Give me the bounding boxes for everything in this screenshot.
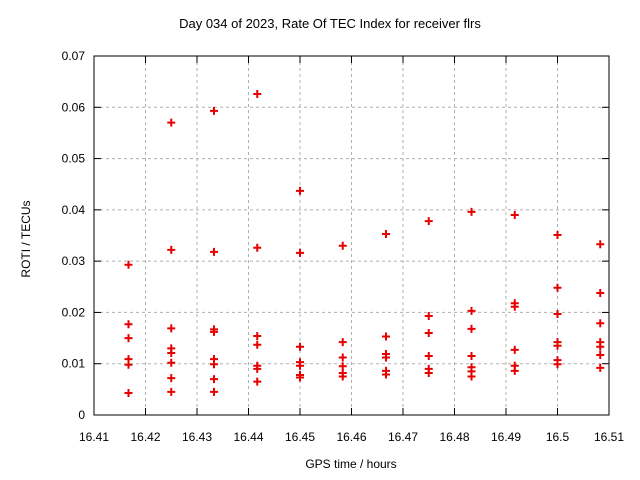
data-point-marker — [209, 327, 218, 336]
data-point-marker — [253, 89, 262, 98]
data-point-marker — [167, 387, 176, 396]
data-point-marker — [296, 361, 304, 370]
data-point-marker — [553, 283, 562, 292]
x-tick-label: 16.44 — [233, 430, 263, 444]
data-point-marker — [209, 387, 218, 396]
data-point-marker — [124, 334, 133, 343]
y-tick-label: 0.06 — [62, 100, 86, 114]
data-point-marker — [253, 243, 262, 252]
chart-title: Day 034 of 2023, Rate Of TEC Index for r… — [179, 16, 481, 31]
data-point-marker — [382, 353, 391, 362]
data-point-marker — [424, 352, 433, 361]
data-point-marker — [167, 374, 176, 383]
x-axis-label: GPS time / hours — [305, 457, 396, 471]
data-point-marker — [167, 358, 176, 367]
data-point-marker — [467, 207, 476, 216]
data-point-marker — [596, 350, 605, 359]
data-point-marker — [209, 375, 218, 384]
x-tick-label: 16.43 — [182, 430, 212, 444]
data-point-marker — [467, 352, 476, 361]
y-tick-label: 0.01 — [62, 357, 86, 371]
data-point-marker — [167, 348, 176, 357]
x-tick-label: 16.41 — [79, 430, 109, 444]
data-point-marker — [253, 364, 262, 373]
data-point-marker — [382, 229, 391, 238]
data-point-marker — [124, 260, 133, 269]
data-point-marker — [253, 332, 262, 341]
plot-area: 16.41 16.42 16.43 16.44 16.45 16.46 16.47 16.48… — [62, 49, 625, 444]
y-tick-label: 0.07 — [62, 49, 86, 63]
data-point-marker — [296, 186, 304, 195]
data-point-marker — [596, 342, 605, 351]
data-point-marker — [296, 373, 304, 382]
x-tick-label: 16.46 — [336, 430, 366, 444]
data-point-marker — [124, 360, 133, 369]
data-point-marker — [338, 353, 347, 362]
data-point-marker — [424, 328, 433, 337]
x-tick-label: 16.42 — [130, 430, 160, 444]
data-point-marker — [553, 360, 562, 369]
y-axis-label: ROTI / TECUs — [19, 200, 33, 277]
data-point-marker — [553, 230, 562, 239]
data-point-marker — [596, 363, 605, 372]
data-point-marker — [296, 248, 304, 257]
data-point-marker — [510, 302, 519, 311]
data-point-marker — [209, 360, 218, 369]
x-tick-label: 16.45 — [285, 430, 315, 444]
data-point-marker — [553, 341, 562, 350]
data-point-marker — [382, 332, 391, 341]
data-point-marker — [467, 372, 476, 381]
data-point-marker — [424, 368, 433, 377]
data-point-marker — [424, 312, 433, 321]
x-tick-label: 16.5 — [546, 430, 570, 444]
data-point-marker — [596, 319, 605, 328]
x-tick-label: 16.48 — [439, 430, 469, 444]
x-tick-label: 16.51 — [594, 430, 624, 444]
data-point-marker — [510, 210, 519, 219]
x-tick-label: 16.49 — [491, 430, 521, 444]
y-tick-label: 0.03 — [62, 254, 86, 268]
data-point-marker — [596, 288, 605, 297]
data-point-marker — [167, 118, 176, 127]
data-point-marker — [124, 320, 133, 329]
data-point-marker — [424, 217, 433, 226]
y-tick-label: 0.04 — [62, 203, 86, 217]
data-point-marker — [338, 338, 347, 347]
data-point-marker — [338, 372, 347, 381]
data-point-marker — [209, 247, 218, 256]
y-tick-label: 0 — [78, 408, 85, 422]
data-point-marker — [253, 340, 262, 349]
data-point-marker — [296, 342, 304, 351]
data-point-marker — [253, 377, 262, 386]
data-point-marker — [467, 324, 476, 333]
data-point-marker — [510, 366, 519, 375]
data-point-marker — [124, 388, 133, 397]
data-point-marker — [510, 345, 519, 354]
data-point-marker — [382, 370, 391, 379]
x-tick-label: 16.47 — [388, 430, 418, 444]
data-point-marker — [596, 240, 605, 249]
data-point-marker — [167, 245, 176, 254]
y-tick-label: 0.02 — [62, 305, 86, 319]
data-point-marker — [553, 309, 562, 318]
data-point-marker — [338, 362, 347, 371]
data-point-marker — [338, 241, 347, 250]
data-point-marker — [167, 324, 176, 333]
data-point-marker — [209, 106, 218, 115]
y-tick-label: 0.05 — [62, 152, 86, 166]
data-point-marker — [467, 306, 476, 315]
